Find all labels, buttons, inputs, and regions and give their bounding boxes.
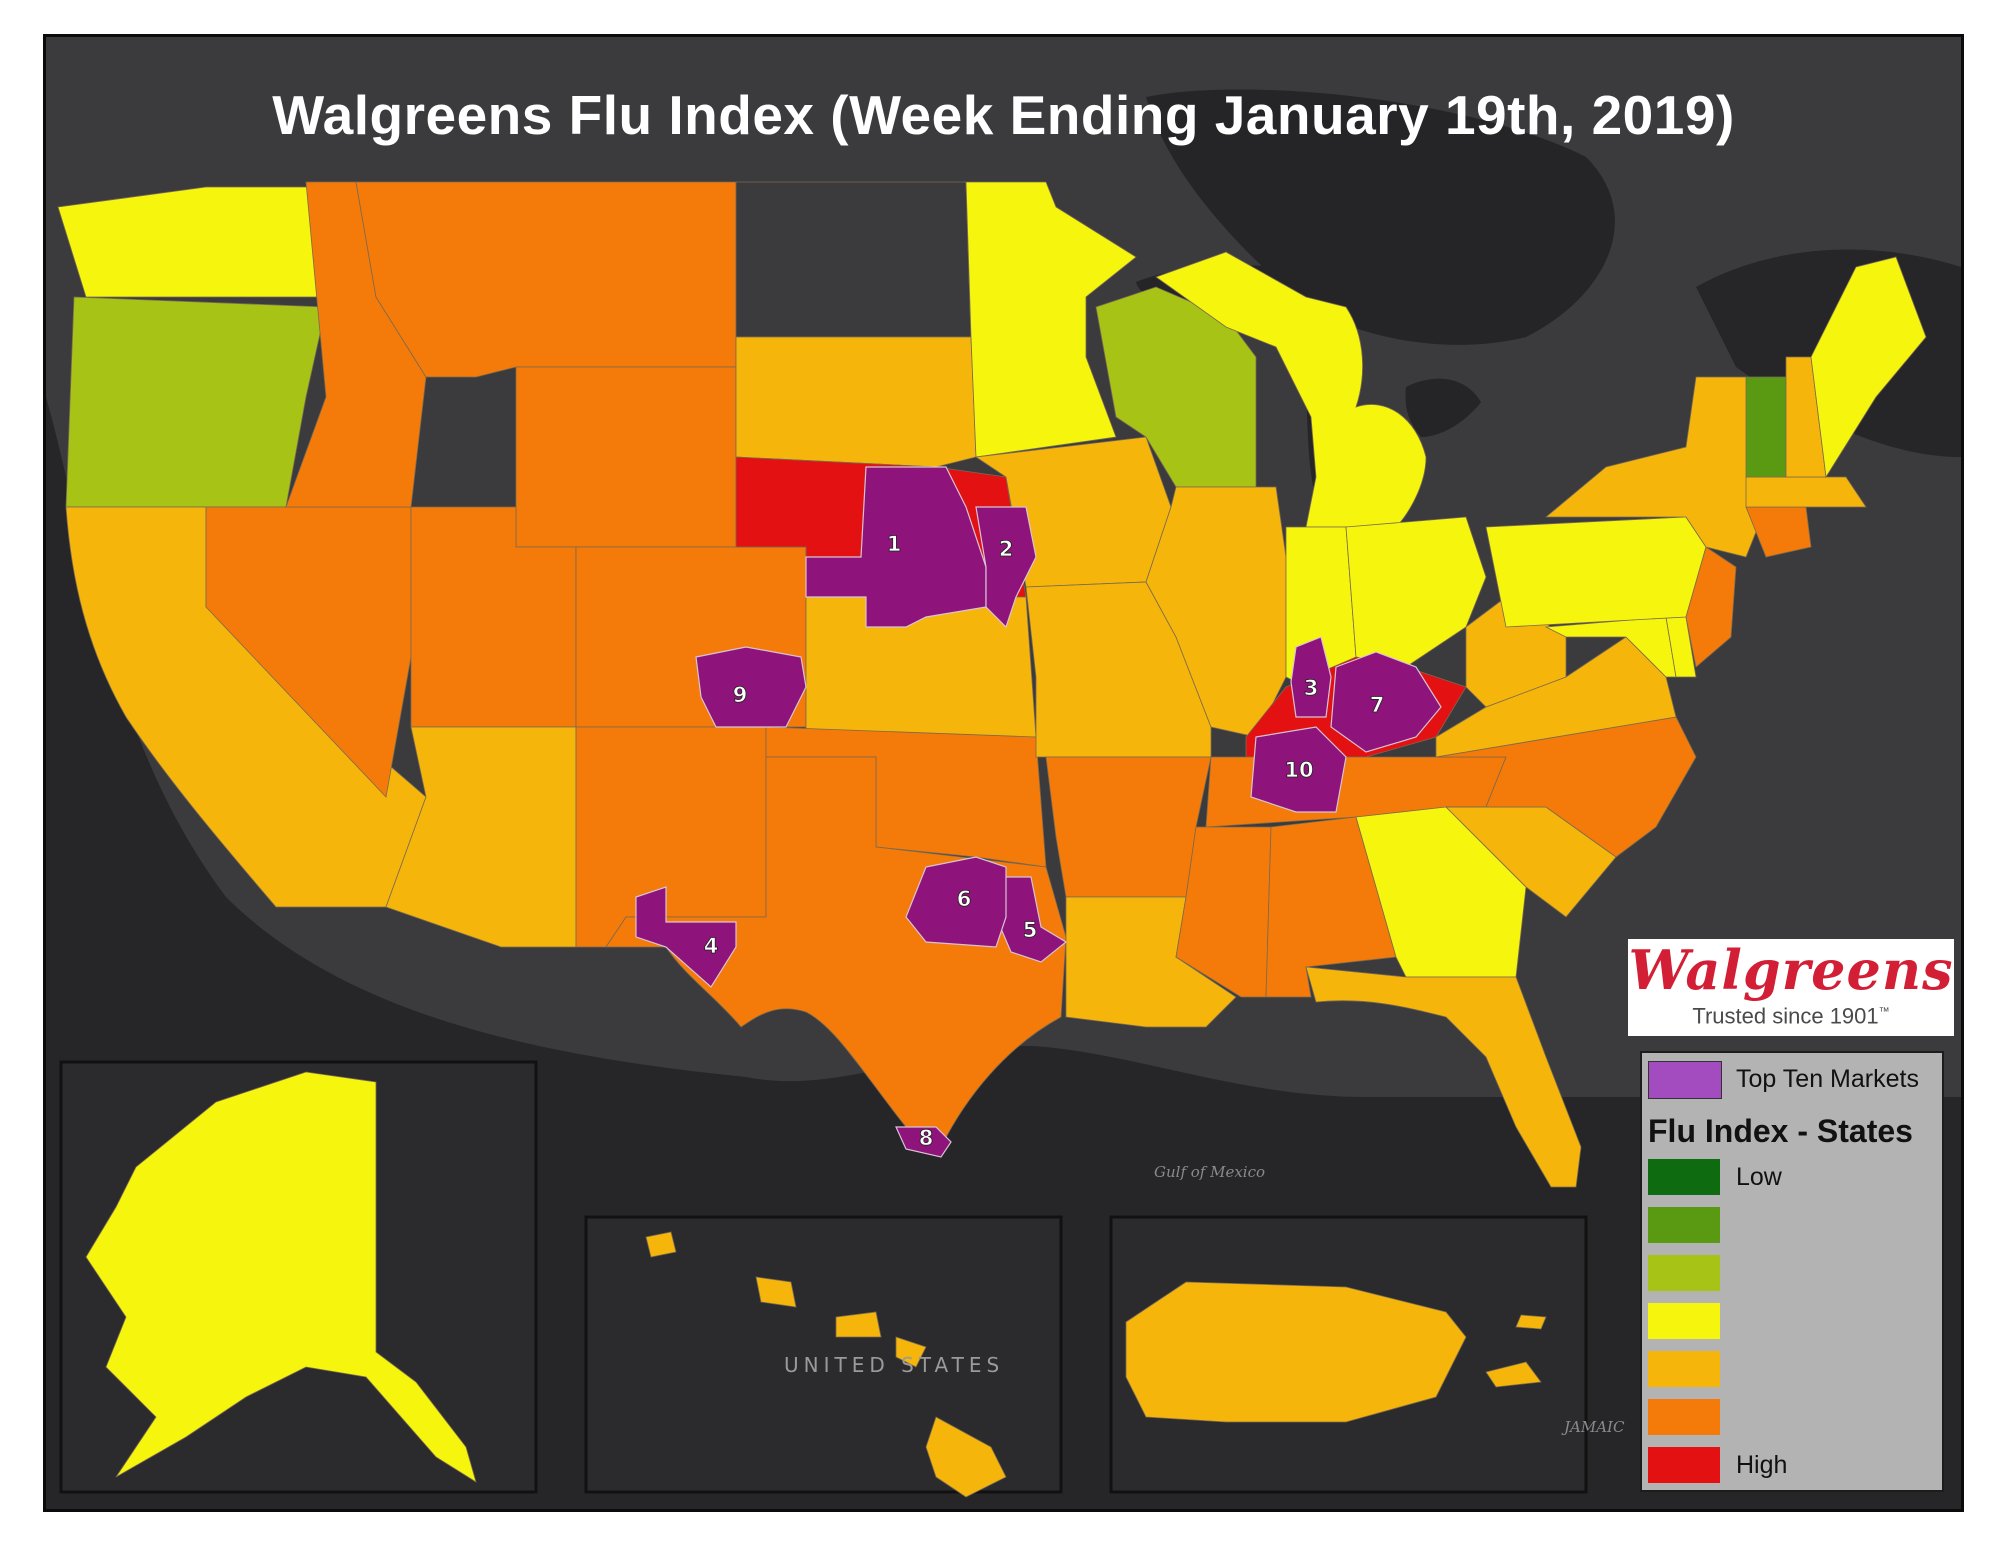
market-region-4: [635, 886, 737, 988]
state-north-dakota: [735, 181, 972, 338]
market-region-2: [975, 506, 1037, 629]
market-label-4: 4: [704, 934, 719, 958]
market-label-6: 6: [957, 887, 972, 911]
state-new-mexico: [575, 726, 767, 948]
state-south-dakota: [735, 336, 977, 468]
state-north-carolina: [1435, 716, 1697, 858]
jamaica-label: JAMAIC: [1561, 1418, 1625, 1436]
state-oregon: [65, 296, 327, 508]
market-region-9: [695, 646, 807, 728]
level-7-swatch: [1648, 1447, 1720, 1483]
state-pennsylvania: [1485, 516, 1707, 628]
legend-row-level-1: Low: [1648, 1159, 1938, 1197]
inset-hawaii: UNITED STATES: [584, 1215, 1063, 1498]
canada-lakes: [1146, 89, 1615, 345]
market-region-6: [905, 856, 1007, 948]
level-3-swatch: [1648, 1255, 1720, 1291]
state-washington: [57, 186, 327, 298]
state-wyoming: [515, 366, 737, 548]
legend-low-label: Low: [1736, 1163, 1782, 1191]
legend-markets-row: Top Ten Markets: [1648, 1061, 1938, 1099]
lake-huron: [1405, 378, 1481, 437]
flu-map: 1 2 3 4 5 6 7 8 9 10 Gulf of Mexico UNIT…: [46, 37, 1961, 1509]
state-montana: [355, 181, 737, 378]
legend: Top Ten Markets Flu Index - States Low H…: [1640, 1051, 1944, 1492]
market-regions: [635, 466, 1442, 1158]
market-label-7: 7: [1370, 693, 1385, 717]
walgreens-logo: Walgreens Trusted since 1901™: [1628, 939, 1954, 1036]
map-title: Walgreens Flu Index (Week Ending January…: [272, 84, 1735, 146]
legend-row-level-5: [1648, 1351, 1938, 1389]
state-maine: [1810, 256, 1927, 479]
state-hawaii: [645, 1231, 1007, 1498]
legend-row-level-6: [1648, 1399, 1938, 1437]
markets-swatch: [1648, 1061, 1722, 1099]
legend-markets-label: Top Ten Markets: [1736, 1065, 1919, 1093]
state-texas: [605, 756, 1067, 1148]
state-illinois: [1145, 486, 1287, 738]
legend-row-level-2: [1648, 1207, 1938, 1245]
hawaii-inset-label: UNITED STATES: [784, 1353, 1004, 1377]
market-label-2: 2: [999, 537, 1014, 561]
legend-row-level-4: [1648, 1303, 1938, 1341]
legend-high-label: High: [1736, 1451, 1788, 1479]
level-2-swatch: [1648, 1207, 1720, 1243]
map-frame: 1 2 3 4 5 6 7 8 9 10 Gulf of Mexico UNIT…: [43, 34, 1964, 1512]
state-florida: [1305, 966, 1582, 1188]
market-label-3: 3: [1304, 676, 1319, 700]
level-5-swatch: [1648, 1351, 1720, 1387]
state-california: [65, 506, 427, 908]
market-label-9: 9: [733, 683, 748, 707]
market-region-10: [1250, 726, 1347, 813]
legend-row-level-7: High: [1648, 1447, 1938, 1485]
level-4-swatch: [1648, 1303, 1720, 1339]
logo-wordmark: Walgreens: [1628, 938, 1954, 1002]
market-region-8: [895, 1126, 952, 1158]
market-label-10: 10: [1284, 758, 1313, 782]
market-region-1: [805, 466, 987, 628]
inset-puerto-rico: JAMAIC: [1109, 1215, 1625, 1494]
state-puerto-rico: [1125, 1281, 1547, 1423]
level-6-swatch: [1648, 1399, 1720, 1435]
state-vermont: [1745, 376, 1787, 478]
state-minnesota: [965, 181, 1137, 458]
market-label-8: 8: [919, 1126, 934, 1150]
state-arkansas: [1045, 756, 1212, 898]
inset-alaska: [59, 1060, 538, 1494]
market-region-7: [1330, 651, 1442, 753]
legend-heading: Flu Index - States: [1648, 1113, 1913, 1149]
market-label-5: 5: [1023, 918, 1038, 942]
state-new-jersey: [1685, 546, 1737, 668]
logo-tagline: Trusted since 1901™: [1692, 1003, 1890, 1029]
gulf-of-mexico-label: Gulf of Mexico: [1154, 1163, 1265, 1181]
legend-row-level-3: [1648, 1255, 1938, 1293]
market-label-1: 1: [887, 532, 902, 556]
level-1-swatch: [1648, 1159, 1720, 1195]
market-region-3: [1290, 636, 1332, 718]
state-alaska: [85, 1071, 477, 1483]
state-massachusetts: [1745, 476, 1867, 508]
